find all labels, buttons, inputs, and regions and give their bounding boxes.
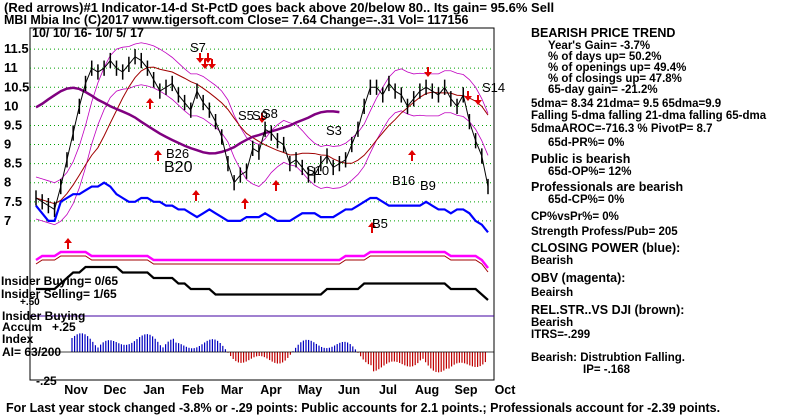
ai-label: AI= 63/200 — [2, 345, 62, 359]
rel-strength-ma-line — [35, 255, 489, 273]
signal-arrow — [258, 118, 266, 123]
obv-value: Beairsh — [531, 287, 574, 299]
accum-plus-label: +.25 — [52, 320, 76, 334]
x-tick-label: Nov — [64, 383, 88, 397]
signal-arrow — [201, 64, 209, 69]
y-tick-label: 7 — [4, 213, 11, 228]
strength-ratio: Strength Profess/Pub= 205 — [531, 226, 678, 238]
years-gain: Year's Gain= -3.7% — [548, 40, 651, 52]
signal-label: B9 — [420, 178, 436, 193]
y-tick-label: 7.5 — [4, 194, 22, 209]
closings-up: % of closings up= 47.8% — [548, 73, 682, 85]
ma21-line — [35, 66, 489, 205]
signal-arrow — [368, 222, 376, 227]
x-tick-label: May — [298, 383, 322, 397]
closing-power-line — [35, 181, 489, 234]
dma-values: 5dma= 8.34 21dma= 9.5 65dma=9.9 — [531, 98, 722, 110]
insider-buying-label: Insider Buying — [2, 309, 86, 323]
y-tick-label: 10 — [4, 98, 18, 113]
signal-arrow — [192, 190, 200, 195]
cp-65: 65d-CP%= 0% — [548, 194, 625, 206]
chart-frame — [29, 27, 495, 381]
signal-label: S8 — [262, 106, 278, 121]
y-tick-label: 11.5 — [4, 41, 29, 56]
signal-arrow — [146, 98, 154, 103]
signal-arrow — [424, 72, 432, 77]
price-line — [35, 56, 489, 211]
cp-vs-pr: CP%vsPr%= 0% — [531, 211, 619, 223]
signal-arrow — [208, 64, 216, 69]
dma-falling: Falling 5-dma falling 21-dma falling 65-… — [531, 110, 767, 122]
x-tick-label: Jul — [379, 383, 397, 397]
rel-strength-line — [36, 265, 489, 301]
x-tick-label: Aug — [415, 383, 439, 397]
chart-header-line2: MBI Mbia Inc (C)2017 www.tigersoft.com C… — [4, 13, 469, 27]
closing-power-value: Bearish — [531, 255, 574, 267]
accum-label: Accum — [2, 320, 43, 334]
signal-label: B20 — [164, 159, 193, 176]
footer-summary: For Last year stock changed -3.8% or -.2… — [6, 401, 721, 415]
signal-label: B16 — [392, 173, 415, 188]
signal-label: S7 — [190, 40, 206, 55]
signal-arrow — [64, 238, 72, 243]
signal-arrow — [196, 58, 204, 63]
x-tick-label: Jun — [338, 383, 360, 397]
signal-label: S3 — [326, 123, 342, 138]
ip-value: IP= -.168 — [583, 364, 630, 376]
y-tick-label: 8.5 — [4, 156, 22, 171]
pros-status: Professionals are bearish — [531, 180, 684, 194]
x-tick-label: Feb — [182, 383, 205, 397]
itrs-value: ITRS=-.299 — [531, 329, 591, 341]
y-tick-label: 9 — [4, 137, 11, 152]
chart-date-range: 10/ 10/ 16- 10/ 5/ 17 — [32, 26, 144, 40]
x-tick-label: Sep — [455, 383, 478, 397]
signal-label: B26 — [166, 146, 189, 161]
chart-header-line1: (Red arrows)#1 Indicator-14-d St-PctD go… — [4, 0, 555, 15]
index-label: Index — [2, 332, 34, 346]
signal-label: S9 — [252, 108, 268, 123]
x-tick-label: Dec — [104, 383, 127, 397]
gain-65: 65-day gain= -21.2% — [548, 84, 658, 96]
trend-title: BEARISH PRICE TREND — [531, 26, 676, 40]
public-status: Public is bearish — [531, 152, 631, 166]
days-up: % of days up= 50.2% — [548, 51, 662, 63]
signal-arrow — [241, 198, 249, 203]
signal-arrow — [204, 58, 212, 63]
x-tick-label: Jan — [143, 383, 165, 397]
openings-up: % of openings up= 49.4% — [548, 62, 687, 74]
y-tick-label: 10.5 — [4, 79, 29, 94]
y-tick-label: 11 — [4, 60, 18, 75]
ma65-line — [35, 86, 340, 155]
obv-title: OBV (magenta): — [531, 271, 626, 285]
signal-arrow — [474, 100, 482, 105]
insider-selling-count: Insider Selling= 1/65 — [1, 287, 117, 301]
signal-arrow — [464, 96, 472, 101]
x-tick-label: Apr — [260, 383, 282, 397]
signal-label: S5 — [238, 108, 254, 123]
signal-arrow — [272, 180, 280, 185]
signal-arrow — [154, 150, 162, 155]
signal-label: S14 — [482, 80, 505, 95]
signal-arrow — [408, 150, 416, 155]
signal-label: B5 — [372, 216, 388, 231]
aroc-pivot: 5dmaAROC=-716.3 % PivotP= 8.7 — [531, 123, 713, 135]
insider-scale-label: +.50 — [20, 297, 40, 308]
rel-strength-value: Bearish — [531, 317, 574, 329]
closing-power-title: CLOSING POWER (blue): — [531, 241, 681, 255]
op-65: 65d-OP%= 12% — [548, 166, 632, 178]
x-tick-label: Oct — [495, 383, 517, 397]
y-tick-label: 9.5 — [4, 117, 22, 132]
accum-status: Bearish: Distrubtion Falling. — [531, 352, 685, 364]
accum-minus-label: -.25 — [36, 374, 57, 388]
lower-band — [35, 84, 489, 226]
signal-label: S10 — [306, 163, 329, 178]
y-tick-label: 8 — [4, 175, 11, 190]
obv-line — [35, 250, 489, 269]
rel-strength-title: REL.STR..VS DJI (brown): — [531, 303, 685, 317]
x-tick-label: Mar — [221, 383, 243, 397]
insider-buying-count: Insider Buying= 0/65 — [1, 274, 119, 288]
pr-65: 65d-PR%= 0% — [548, 137, 625, 149]
